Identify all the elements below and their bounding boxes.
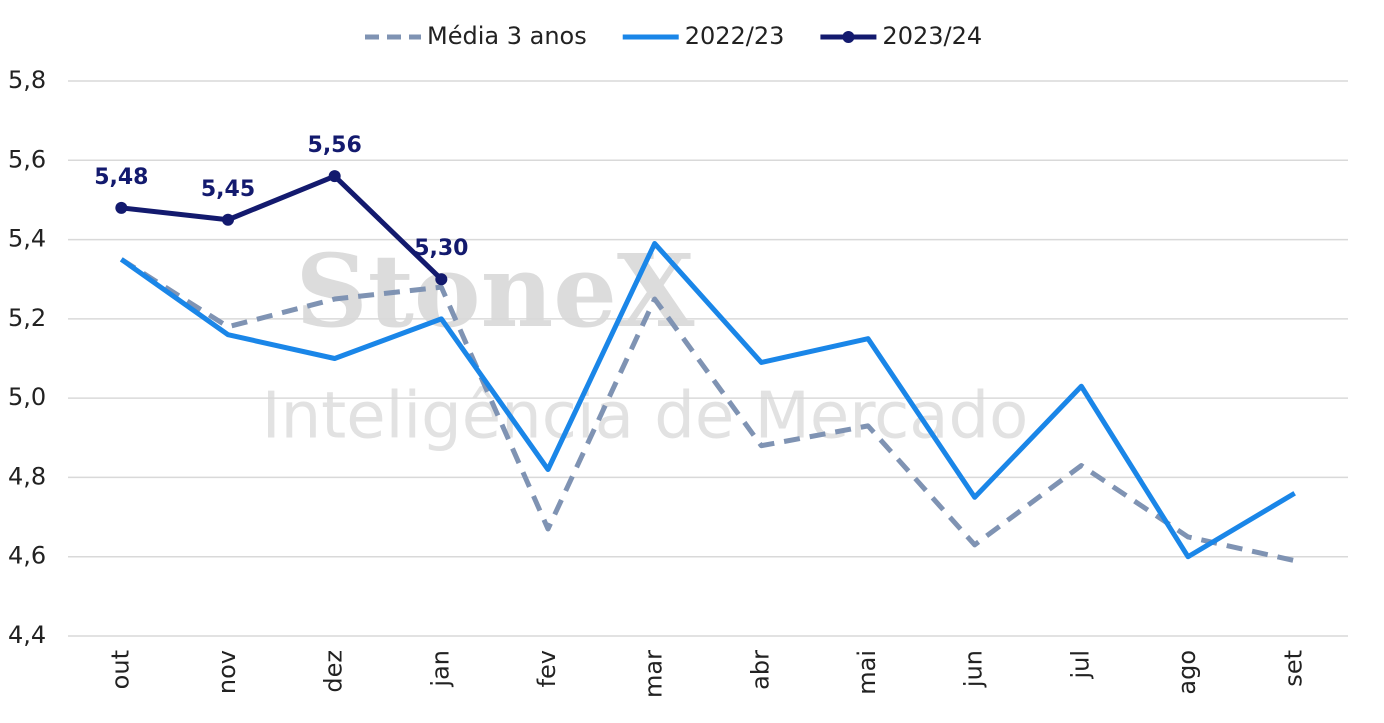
y-tick-label: 5,6 bbox=[8, 145, 46, 173]
legend-label: Média 3 anos bbox=[427, 22, 587, 50]
x-tick-label: jul bbox=[1066, 650, 1094, 680]
watermark-logo: StoneX bbox=[295, 232, 694, 350]
watermark-text: Inteligência de Mercado bbox=[262, 380, 1029, 454]
series-line bbox=[119, 257, 1296, 564]
x-tick-label: mar bbox=[640, 650, 668, 698]
point bbox=[222, 213, 234, 226]
series-line bbox=[121, 173, 444, 282]
point bbox=[115, 201, 128, 214]
data-label: 5,45 bbox=[201, 177, 255, 202]
point bbox=[328, 170, 341, 183]
y-tick-label: 4,6 bbox=[8, 542, 46, 570]
series-line bbox=[119, 241, 1296, 560]
y-tick-label: 4,4 bbox=[8, 621, 46, 649]
x-tick-label: abr bbox=[746, 650, 774, 690]
legend-label: 2022/23 bbox=[685, 22, 785, 50]
data-label: 5,48 bbox=[94, 165, 148, 190]
data-label: 5,30 bbox=[414, 236, 468, 261]
y-tick-label: 5,4 bbox=[8, 225, 46, 253]
x-tick-label: mai bbox=[853, 650, 881, 695]
y-tick-label: 4,8 bbox=[8, 462, 46, 490]
legend-label: 2023/24 bbox=[882, 22, 982, 50]
y-tick-label: 5,2 bbox=[8, 304, 46, 332]
y-tick-label: 5,0 bbox=[8, 383, 46, 411]
x-tick-label: dez bbox=[320, 650, 348, 693]
x-tick-label: ago bbox=[1173, 650, 1201, 695]
x-tick-label: out bbox=[106, 650, 134, 689]
x-tick-label: jun bbox=[960, 650, 988, 688]
legend-marker bbox=[842, 31, 855, 43]
x-tick-label: fev bbox=[533, 650, 561, 687]
data-label: 5,56 bbox=[308, 133, 362, 158]
point bbox=[435, 273, 448, 286]
x-tick-label: set bbox=[1280, 650, 1308, 687]
y-tick-label: 5,8 bbox=[8, 66, 46, 94]
x-tick-label: jan bbox=[426, 650, 454, 688]
x-tick-label: nov bbox=[213, 650, 241, 694]
